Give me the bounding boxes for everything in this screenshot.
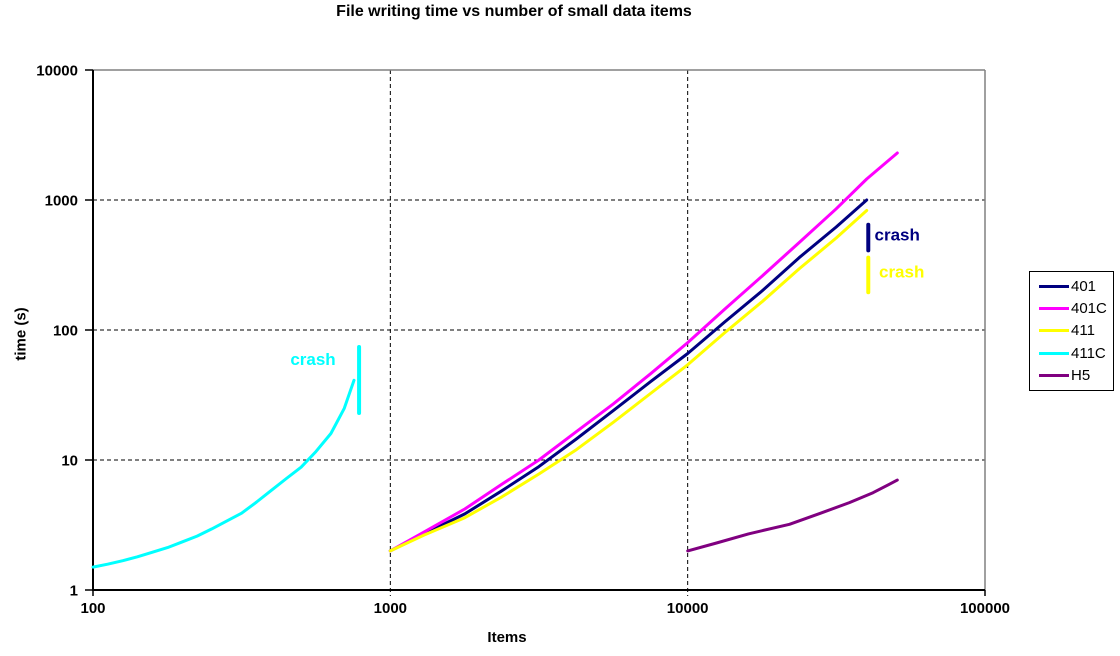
legend-label: 411 xyxy=(1071,322,1095,340)
y-tick-label: 1 xyxy=(70,583,78,600)
series-line-401C xyxy=(388,151,899,553)
y-tick-label: 10000 xyxy=(36,63,78,80)
legend-label: 401 xyxy=(1071,277,1097,295)
legend-label: 401C xyxy=(1071,300,1107,318)
legend-item-401C: 401C xyxy=(1039,301,1113,316)
y-tick-label: 1000 xyxy=(45,193,78,210)
legend-swatch-411C xyxy=(1039,351,1069,355)
series-line-411C xyxy=(91,378,356,569)
legend-item-411C: 411C xyxy=(1039,346,1113,361)
chart-title: File writing time vs number of small dat… xyxy=(336,3,692,20)
legend-swatch-411 xyxy=(1039,329,1069,333)
legend-item-411: 411 xyxy=(1039,323,1113,338)
x-tick-label: 10000 xyxy=(667,600,709,617)
series-line-411 xyxy=(388,209,869,553)
crash-label-411: crash xyxy=(879,262,924,281)
x-tick-label: 100 xyxy=(80,600,105,617)
legend-swatch-H5 xyxy=(1039,374,1069,378)
legend-swatch-401 xyxy=(1039,284,1069,288)
y-tick-label: 100 xyxy=(53,323,78,340)
legend: 401 401C 411 411C H5 xyxy=(1029,271,1114,391)
y-tick-label: 10 xyxy=(61,453,78,470)
x-axis-title: Items xyxy=(487,629,527,646)
legend-item-H5: H5 xyxy=(1039,368,1113,383)
crash-label-401: crash xyxy=(875,225,920,244)
crash-label-411C: crash xyxy=(290,350,335,369)
legend-label: 411C xyxy=(1071,344,1106,362)
series-line-401 xyxy=(388,198,869,553)
series-line-H5 xyxy=(686,478,899,553)
x-tick-label: 1000 xyxy=(374,600,407,617)
x-tick-label: 100000 xyxy=(960,600,1010,617)
legend-item-401: 401 xyxy=(1039,279,1113,294)
legend-swatch-401C xyxy=(1039,307,1069,311)
legend-label: H5 xyxy=(1071,367,1091,385)
